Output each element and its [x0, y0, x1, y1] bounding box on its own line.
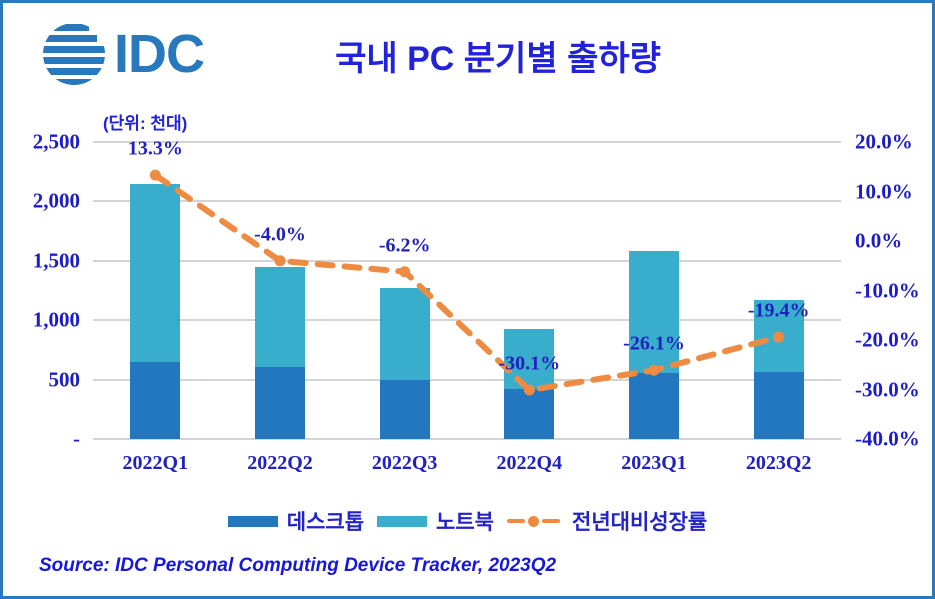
legend-label-notebook: 노트북: [436, 511, 494, 534]
growth-point-marker: [648, 364, 660, 376]
legend-item-desktop: 데스크톱: [227, 506, 365, 536]
y-axis-label-right: -30.0%: [855, 377, 920, 401]
x-axis-label: 2022Q3: [371, 452, 438, 474]
bar-segment-notebook: [629, 250, 679, 374]
bar-segment-notebook: [255, 267, 305, 367]
growth-point-marker: [149, 169, 161, 181]
growth-data-label: -4.0%: [254, 223, 306, 246]
bar-segment-desktop: [379, 379, 430, 439]
growth-point-marker: [274, 255, 286, 267]
y-axis-label-right: -40.0%: [855, 426, 920, 451]
idc-logo-text: IDC: [114, 24, 205, 84]
x-axis-label: 2023Q1: [621, 452, 687, 474]
desktop-swatch-icon: [227, 515, 278, 527]
x-axis-label: 2022Q1: [122, 452, 189, 474]
bar-segment-notebook: [504, 329, 555, 390]
y-axis-label-left: -: [73, 426, 80, 451]
bar-segment-notebook: [379, 288, 430, 380]
growth-line-swatch-icon: [507, 515, 563, 527]
growth-data-label: 13.3%: [127, 137, 183, 160]
growth-line: [149, 169, 785, 396]
chart-area: 13.3% -4.0% -6.2% -30.1% -26.1% -19.4% 2,500 2…: [3, 3, 932, 596]
y-axis-label-right: -20.0%: [855, 327, 920, 352]
idc-logo: IDC: [41, 21, 205, 87]
gridline: [93, 319, 841, 322]
gridline: [93, 438, 841, 440]
y-axis-label-right: 20.0%: [855, 129, 913, 154]
source-note: Source: IDC Personal Computing Device Tr…: [39, 555, 557, 576]
plot-area: 13.3% -4.0% -6.2% -30.1% -26.1% -19.4%: [93, 138, 841, 440]
x-axis-label: 2022Q2: [247, 452, 313, 474]
growth-point-marker: [523, 384, 535, 396]
bar-segment-notebook: [130, 183, 181, 362]
legend-label-growth: 전년대비성장률: [572, 511, 708, 534]
y-axis-label-left: 2,500: [32, 129, 80, 154]
gridline: [93, 259, 841, 262]
legend-item-notebook: 노트북: [377, 506, 494, 536]
growth-data-label: -19.4%: [747, 299, 810, 322]
legend-item-growth: 전년대비성장률: [507, 506, 707, 536]
y-axis-label-right: 10.0%: [855, 179, 913, 203]
unit-label: (단위: 천대): [103, 114, 188, 133]
bar-segment-desktop: [753, 372, 804, 439]
growth-data-label: -26.1%: [623, 332, 685, 355]
bar-segment-desktop: [130, 361, 181, 439]
gridline: [93, 141, 841, 143]
x-axis-label: 2023Q2: [745, 452, 812, 474]
notebook-swatch-icon: [377, 515, 428, 527]
y-axis-label-right: 0.0%: [855, 228, 903, 253]
bar-segment-desktop: [504, 389, 555, 439]
gridline: [93, 200, 841, 203]
y-axis-label-left: 1,000: [32, 307, 80, 332]
growth-point-marker: [773, 331, 785, 343]
growth-data-label: -30.1%: [498, 352, 561, 375]
chart-title: 국내 PC 분기별 출하량: [335, 40, 661, 78]
y-axis-label-left: 1,500: [32, 248, 80, 273]
idc-globe-icon: [43, 24, 105, 85]
growth-data-label: -6.2%: [378, 234, 431, 257]
x-axis-label: 2022Q4: [496, 452, 563, 474]
bar-segment-desktop: [629, 373, 679, 439]
legend-label-desktop: 데스크톱: [286, 511, 365, 534]
y-axis-label-left: 500: [48, 367, 81, 392]
y-axis-label-left: 2,000: [32, 188, 80, 213]
growth-point-marker: [399, 266, 411, 278]
gridline: [93, 378, 841, 381]
y-axis-label-right: -10.0%: [855, 278, 920, 302]
bar-segment-desktop: [255, 366, 305, 439]
legend: 데스크톱 노트북 전년대비성장률: [3, 506, 932, 536]
